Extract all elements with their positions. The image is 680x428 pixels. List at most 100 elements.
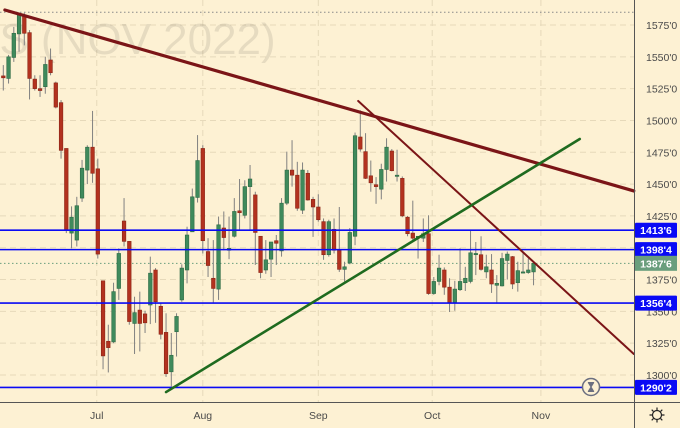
candle — [6, 54, 11, 84]
level-price-label: 1398'4 — [635, 242, 677, 258]
candle — [326, 219, 331, 257]
price-tick-label: 1500'0 — [646, 115, 677, 127]
candle — [148, 256, 153, 325]
drawings[interactable] — [0, 8, 636, 394]
candle — [494, 275, 499, 304]
candle — [53, 81, 58, 109]
candle-body — [32, 78, 37, 89]
candle — [268, 241, 274, 277]
price-tick-label: 1300'0 — [646, 370, 677, 382]
time-axis[interactable]: Jul Aug Sep Oct Nov — [90, 410, 551, 422]
candle — [190, 188, 195, 233]
candle-body — [58, 102, 64, 151]
candle-body — [431, 281, 436, 294]
candle-body — [499, 258, 505, 287]
candle — [95, 158, 100, 259]
candle-body — [190, 196, 195, 233]
symbol-watermark: ES (NOV 2022) — [0, 15, 276, 64]
candle-body — [347, 232, 352, 264]
candle — [457, 248, 463, 291]
candle-body — [242, 186, 247, 216]
price-tick-label: 1475'0 — [646, 147, 677, 159]
candle-body — [452, 288, 457, 303]
candle-body — [489, 269, 494, 285]
candle-body — [520, 271, 526, 274]
candle — [132, 296, 137, 354]
candle-body — [368, 175, 373, 184]
level-label-background — [635, 379, 677, 395]
candle-body — [95, 168, 100, 255]
level-label-text: 1356'4 — [640, 298, 672, 310]
candle-body — [405, 216, 410, 235]
candle-body — [279, 202, 284, 252]
candle-body — [484, 266, 489, 273]
gear-icon[interactable] — [649, 407, 665, 423]
candle — [400, 176, 405, 218]
candle-body — [179, 267, 184, 301]
candle-body — [184, 234, 190, 271]
candle-body — [116, 253, 121, 289]
candle-body — [200, 148, 205, 242]
candle — [373, 177, 379, 204]
candle — [137, 291, 142, 352]
candle-body — [468, 252, 473, 282]
candle-body — [526, 269, 531, 273]
candle — [431, 276, 436, 295]
candle-body — [1, 75, 6, 79]
candle-body — [232, 211, 237, 237]
candle — [510, 255, 515, 290]
price-axis[interactable]: 1575'0 1550'0 1525'0 1500'0 1475'0 1450'0 1425… — [646, 20, 677, 382]
candle-body — [331, 228, 337, 251]
candle — [184, 226, 190, 284]
candle-body — [79, 167, 85, 199]
candle — [426, 215, 431, 295]
candle-body — [163, 332, 169, 375]
candle — [347, 227, 352, 265]
candle — [158, 303, 163, 340]
downtrend-trendline[interactable] — [3, 8, 636, 193]
candle — [58, 100, 64, 159]
candle — [247, 164, 253, 230]
last-price-background — [635, 255, 677, 271]
hourglass-icon[interactable] — [581, 377, 601, 397]
candle — [111, 282, 116, 344]
candle — [489, 254, 494, 293]
price-tick-label: 1525'0 — [646, 84, 677, 96]
candle — [179, 264, 184, 302]
candle — [85, 145, 90, 185]
candle-body — [505, 253, 510, 261]
candle — [169, 332, 174, 387]
candle-body — [321, 221, 326, 256]
candle-body — [211, 277, 216, 289]
candle — [79, 159, 85, 202]
candle — [321, 218, 326, 260]
candle — [410, 200, 415, 241]
candle — [90, 110, 95, 183]
candle — [289, 140, 295, 187]
candles — [1, 12, 536, 387]
candle-body — [463, 277, 468, 284]
candle-body — [352, 135, 358, 237]
candle-body — [373, 184, 379, 187]
candle-body — [457, 281, 463, 291]
candle — [468, 230, 473, 284]
candle — [279, 198, 284, 257]
candle-body — [221, 227, 226, 238]
candle — [116, 248, 121, 300]
downtrend-trendline[interactable] — [357, 99, 635, 355]
candle-body — [158, 305, 163, 335]
candle-body — [515, 270, 520, 284]
candle — [358, 110, 363, 152]
candle — [211, 240, 216, 304]
candle — [394, 149, 400, 182]
candle-body — [85, 146, 90, 171]
uptrend-trendline[interactable] — [164, 137, 582, 394]
last-price-label: 1387'6 — [635, 255, 677, 271]
candle-body — [90, 146, 95, 174]
candle-body — [43, 64, 48, 88]
candle — [195, 135, 200, 203]
time-tick-label: Nov — [532, 410, 551, 422]
candle — [253, 191, 258, 265]
